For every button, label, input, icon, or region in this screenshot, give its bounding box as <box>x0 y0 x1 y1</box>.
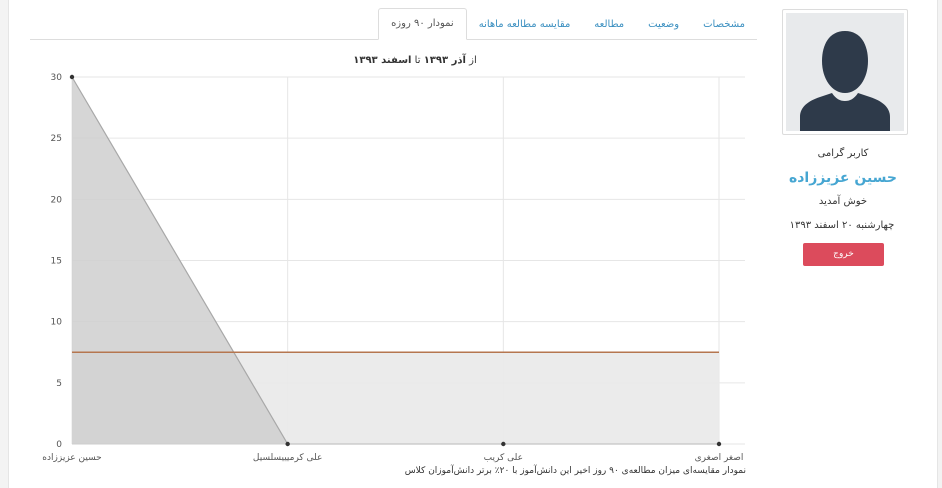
y-tick-label: 5 <box>56 379 62 389</box>
data-point <box>285 441 290 447</box>
chart-title-from: از <box>469 55 477 66</box>
tab-90-day-chart[interactable]: نمودار ۹۰ روزه <box>378 8 467 40</box>
tab-study[interactable]: مطالعه <box>594 19 625 30</box>
chart-title-to-date: اسفند ۱۳۹۳ <box>353 55 412 66</box>
x-tick-label: اصغر اصغری <box>695 453 744 463</box>
tab-bar: مشخصات وضعیت مطالعه مقایسه مطالعه ماهانه… <box>30 8 757 40</box>
chart-title-from-date: آذر ۱۳۹۳ <box>423 55 466 66</box>
avatar-background <box>786 13 904 131</box>
data-point <box>69 74 75 80</box>
avatar <box>782 9 908 135</box>
welcome-label: خوش آمدید <box>818 196 868 207</box>
data-point <box>501 441 506 447</box>
y-tick-label: 10 <box>51 318 63 328</box>
logout-button[interactable]: خروج <box>803 243 884 266</box>
y-tick-label: 0 <box>56 440 62 450</box>
current-date: چهارشنبه ۲۰ اسفند ۱۳۹۳ <box>789 220 895 231</box>
series-area <box>72 77 719 444</box>
chart-title: از آذر ۱۳۹۳ تا اسفند ۱۳۹۳ <box>290 55 540 66</box>
greeting-label: کاربر گرامی <box>817 148 869 159</box>
user-silhouette-icon <box>800 31 890 131</box>
tab-profile[interactable]: مشخصات <box>703 19 745 30</box>
tab-status[interactable]: وضعیت <box>648 19 680 30</box>
tab-monthly-comparison[interactable]: مقایسه مطالعه ماهانه <box>478 19 571 30</box>
y-tick-label: 30 <box>51 73 63 83</box>
y-tick-label: 20 <box>51 195 63 205</box>
chart-title-to: تا <box>414 55 421 66</box>
x-tick-label: علی کریب <box>484 453 523 463</box>
user-name: حسین عزیززاده <box>788 170 898 186</box>
data-point <box>716 441 722 447</box>
y-tick-label: 25 <box>51 134 62 144</box>
chart-caption: نمودار مقایسه‌ای میزان مطالعه‌ی ۹۰ روز ا… <box>404 466 746 476</box>
y-tick-label: 15 <box>51 257 62 267</box>
x-tick-label: علی کرمیییسلسیل <box>253 453 323 463</box>
x-tick-label: حسین عزیززاده <box>42 453 101 463</box>
